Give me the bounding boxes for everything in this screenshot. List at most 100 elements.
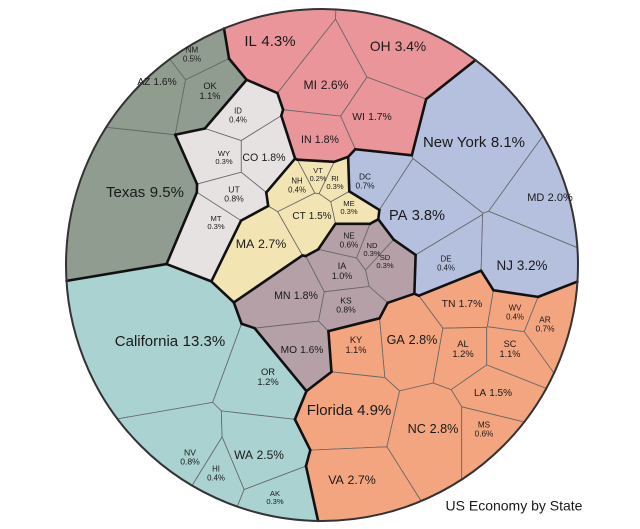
state-label: AK 0.3% [266, 489, 284, 506]
region-border [304, 464, 320, 523]
state-share: 0.3% [363, 249, 381, 258]
state-name: WI [352, 112, 365, 123]
region-border [203, 78, 248, 130]
state-share: 1.1% [200, 91, 221, 101]
state-label: NE 0.6% [340, 232, 359, 250]
state-name: GA [387, 333, 406, 347]
state-share: 0.3% [340, 207, 358, 216]
state-label: ID 0.4% [229, 107, 247, 125]
state-share: 2.8% [430, 422, 459, 436]
state-name: HI [212, 465, 220, 474]
region-border [245, 78, 279, 95]
state-name: NC [408, 422, 426, 436]
state-name: MT [211, 214, 222, 223]
state-name: ND [367, 241, 378, 250]
state-label: RI 0.3% [326, 174, 344, 191]
state-share: 0.8% [336, 305, 356, 315]
state-share: 4.9% [357, 402, 391, 419]
state-name: VT [313, 166, 323, 175]
state-name: NV [184, 448, 196, 458]
state-share: 1.5% [309, 211, 332, 222]
region-border [173, 133, 199, 186]
region-border [293, 157, 299, 161]
region-border [293, 418, 312, 452]
state-label: SD 0.3% [376, 253, 394, 270]
state-share: 1.0% [332, 271, 353, 281]
state-name: OK [203, 81, 217, 91]
state-label: GA 2.8% [387, 333, 438, 347]
outline [65, 8, 579, 522]
state-label: MN 1.8% [274, 290, 318, 302]
state-share: 2.8% [409, 333, 438, 347]
state-label: VT 0.2% [310, 166, 327, 183]
state-label: KY 1.1% [346, 335, 367, 355]
region-border [316, 222, 337, 251]
state-name: SD [380, 253, 391, 262]
state-name: LA [474, 388, 487, 399]
state-name: NE [343, 232, 355, 241]
state-share: 0.4% [506, 312, 524, 321]
state-share: 0.4% [288, 185, 306, 194]
region-border [413, 253, 417, 296]
state-share: 1.7% [459, 299, 483, 310]
state-share: 2.5% [257, 448, 285, 462]
region-border [327, 329, 333, 374]
state-name: NJ [497, 258, 513, 273]
state-name: WY [218, 149, 230, 158]
state-share: 0.3% [215, 157, 233, 166]
state-share: 0.3% [326, 182, 344, 191]
state-label: AL 1.2% [452, 338, 473, 359]
state-name: WV [509, 304, 522, 313]
region-border [492, 288, 540, 299]
region-border [210, 280, 236, 304]
state-label: NV 0.8% [180, 448, 200, 467]
region-border [296, 158, 336, 164]
region-border [327, 317, 381, 333]
region-border [410, 97, 428, 157]
state-share: 2.6% [321, 78, 349, 92]
state-label: IN 1.8% [301, 134, 340, 146]
state-share: 0.8% [180, 457, 200, 467]
state-name: ME [343, 199, 354, 208]
state-name: AK [270, 489, 280, 498]
state-name: MD [527, 192, 544, 204]
region-border [346, 147, 357, 159]
state-label: IA 1.0% [332, 261, 353, 281]
region-border [240, 322, 256, 330]
labels: IL 4.3% OH 3.4%NM 0.5%AZ 1.6% OK 1.1%MI 2.6%WI 1.… [106, 33, 573, 506]
state-label: LA 1.5% [474, 388, 512, 399]
region-border [222, 27, 231, 60]
state-share: 1.8% [261, 152, 286, 164]
state-share: 1.8% [315, 134, 340, 146]
state-share: 2.7% [258, 237, 286, 251]
region-border [354, 147, 414, 157]
state-share: 4.3% [261, 33, 295, 50]
region-border [392, 238, 417, 257]
state-name: VA [328, 473, 344, 487]
region-border [304, 448, 312, 468]
state-name: New York [423, 134, 487, 151]
state-label: OR 1.2% [257, 366, 278, 387]
state-name: AZ [137, 77, 150, 88]
state-label: OH 3.4% [370, 39, 426, 54]
region-border [305, 370, 333, 393]
state-share: 2.0% [548, 192, 573, 204]
state-label: OK 1.1% [200, 81, 221, 101]
cells [65, 8, 579, 522]
state-name: Florida [307, 402, 354, 419]
state-label: TN 1.7% [442, 299, 483, 310]
region-border [264, 157, 297, 194]
state-share: 1.8% [294, 290, 319, 302]
state-name: MO [281, 345, 297, 356]
state-name: PA [389, 208, 408, 224]
state-label: CT 1.5% [292, 211, 331, 222]
state-share: 0.3% [266, 497, 284, 506]
region-border [378, 301, 389, 320]
state-name: ID [234, 107, 242, 116]
state-name: California [115, 333, 179, 350]
state-name: SC [504, 339, 517, 349]
region-border [232, 254, 304, 304]
state-label: MO 1.6% [281, 345, 324, 356]
state-share: 0.4% [207, 473, 225, 482]
state-share: 3.2% [517, 258, 548, 273]
